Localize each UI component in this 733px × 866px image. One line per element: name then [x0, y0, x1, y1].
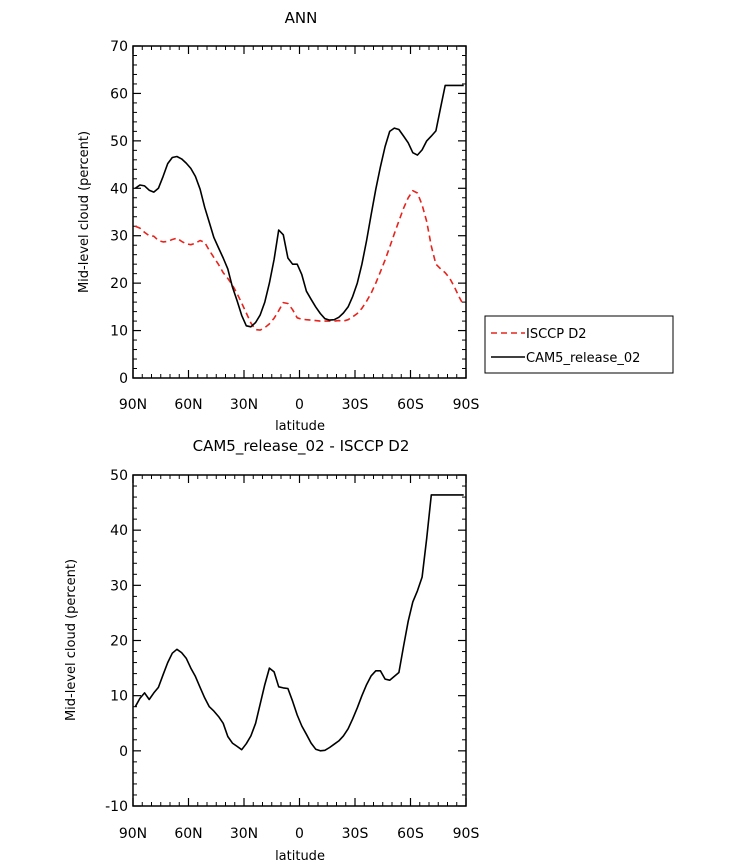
- legend: ISCCP D2 CAM5_release_02: [484, 315, 674, 374]
- x-tick-label: 60N: [174, 826, 202, 842]
- y-axis-label: Mid-level cloud (percent): [77, 131, 92, 293]
- y-tick-label: 30: [110, 578, 128, 594]
- chart-title: ANN: [285, 9, 318, 27]
- x-axis-label: latitude: [275, 419, 325, 434]
- plot-frame: [132, 474, 467, 807]
- panel-ann: ANN 90N 60N 30N 0 30S 60S 90S 010203040506070 …: [77, 9, 479, 434]
- y-tick-label: 20: [110, 634, 128, 650]
- y-tick-label: 40: [110, 523, 128, 539]
- series-line-isccp-d2: [134, 189, 465, 331]
- y-tick-label: -10: [105, 799, 128, 815]
- x-tick-label: 0: [295, 826, 304, 842]
- y-tick-label: 10: [110, 324, 128, 340]
- plot-frame: [132, 45, 467, 379]
- chart-title: CAM5_release_02 - ISCCP D2: [193, 437, 410, 456]
- y-axis: -10 0 10 20 30 40 50: [105, 468, 466, 815]
- x-axis: 90N 60N 30N 0 30S 60S 90S: [119, 46, 480, 413]
- x-tick-label: 30N: [230, 826, 258, 842]
- x-axis: 90N 60N 30N 0 30S 60S 90S: [119, 475, 480, 842]
- y-tick-label: 50: [110, 134, 128, 150]
- x-axis-label: latitude: [275, 849, 325, 864]
- y-tick-label: 0: [119, 744, 128, 760]
- legend-label-cam5: CAM5_release_02: [526, 351, 640, 366]
- y-tick-label: 0: [119, 371, 128, 387]
- x-tick-label: 90S: [453, 397, 480, 413]
- x-tick-label: 90S: [453, 826, 480, 842]
- y-tick-label: 50: [110, 468, 128, 484]
- series-line-cam5-release-02: [134, 84, 464, 328]
- plot-area: [134, 84, 465, 331]
- y-axis: 0 10 20 30 40 50 60 70: [110, 39, 466, 387]
- x-tick-label: 60S: [397, 397, 424, 413]
- x-tick-label: 30S: [342, 826, 369, 842]
- y-tick-label: 10: [110, 689, 128, 705]
- series-line-difference: [134, 494, 464, 752]
- y-tick-label: 20: [110, 276, 128, 292]
- y-tick-label: 40: [110, 181, 128, 197]
- plot-area: [134, 494, 464, 752]
- y-tick-label: 60: [110, 86, 128, 102]
- panel-difference: CAM5_release_02 - ISCCP D2 90N 60N 30N 0 30S…: [64, 437, 479, 864]
- legend-label-isccp: ISCCP D2: [526, 327, 587, 342]
- x-tick-label: 0: [295, 397, 304, 413]
- x-tick-label: 90N: [119, 826, 147, 842]
- y-tick-label: 30: [110, 229, 128, 245]
- x-tick-label: 30S: [342, 397, 369, 413]
- legend-frame: [484, 315, 674, 374]
- x-tick-label: 60S: [397, 826, 424, 842]
- y-tick-label: 70: [110, 39, 128, 55]
- x-tick-label: 30N: [230, 397, 258, 413]
- x-tick-label: 60N: [174, 397, 202, 413]
- y-axis-label: Mid-level cloud (percent): [64, 559, 79, 721]
- x-tick-label: 90N: [119, 397, 147, 413]
